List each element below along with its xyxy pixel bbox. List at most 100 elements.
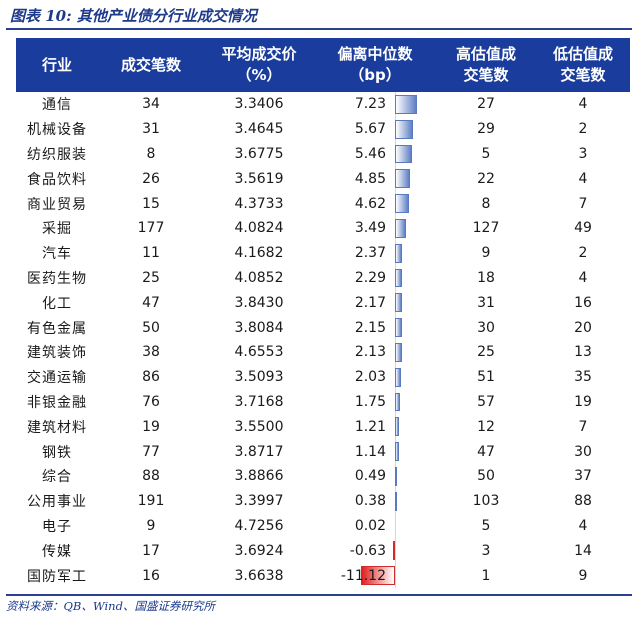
table-row: 国防军工 16 3.6638 -11.12 1 9 <box>16 563 630 588</box>
trades-cell: 191 <box>137 493 165 510</box>
deviation-bar <box>395 194 410 213</box>
zero-axis-line <box>395 513 396 539</box>
trades-cell: 76 <box>142 393 160 410</box>
deviation-cell: 5.67 <box>314 116 436 142</box>
low-valuation-cell: 7 <box>578 418 588 435</box>
low-valuation-cell: 19 <box>574 393 592 410</box>
deviation-bar <box>395 417 399 437</box>
table-row: 采掘 177 4.0824 3.49 127 49 <box>16 215 630 241</box>
deviation-bar <box>395 442 399 461</box>
high-valuation-cell: 12 <box>477 418 495 435</box>
deviation-value: 2.37 <box>354 245 386 262</box>
high-valuation-cell: 5 <box>481 145 491 162</box>
header-high-valuation: 高估值成 交笔数 <box>436 38 536 92</box>
high-valuation-cell: 1 <box>481 567 491 584</box>
trades-cell: 88 <box>142 468 160 485</box>
deviation-cell: 0.49 <box>314 463 436 489</box>
industry-cell: 汽车 <box>42 246 72 263</box>
deviation-bar <box>395 144 412 164</box>
deviation-bar <box>395 218 406 238</box>
high-valuation-cell: 51 <box>477 369 495 386</box>
avg-price-cell: 3.8084 <box>234 319 284 336</box>
table-row: 钢铁 77 3.8717 1.14 47 30 <box>16 439 630 464</box>
industry-cell: 通信 <box>42 97 72 114</box>
deviation-bar <box>393 541 396 561</box>
deviation-value: 5.46 <box>354 145 386 162</box>
avg-price-cell: 4.7256 <box>234 517 284 534</box>
avg-price-cell: 3.5619 <box>234 170 284 187</box>
deviation-value: 2.03 <box>354 369 386 386</box>
deviation-cell: 2.03 <box>314 364 436 390</box>
industry-cell: 有色金属 <box>27 320 87 337</box>
avg-price-cell: 4.0824 <box>234 220 284 237</box>
industry-cell: 商业贸易 <box>27 196 87 213</box>
deviation-cell: -0.63 <box>314 538 436 564</box>
deviation-bar <box>395 367 402 387</box>
deviation-cell: 3.49 <box>314 215 436 241</box>
table-row: 纺织服装 8 3.6775 5.46 5 3 <box>16 141 630 167</box>
high-valuation-cell: 31 <box>477 294 495 311</box>
low-valuation-cell: 3 <box>578 145 588 162</box>
deviation-cell: 4.85 <box>314 166 436 192</box>
deviation-value: -11.12 <box>340 567 386 584</box>
figure-title: 图表 10: 其他产业债分行业成交情况 <box>10 6 257 25</box>
high-valuation-cell: 29 <box>477 121 495 138</box>
high-valuation-cell: 30 <box>477 319 495 336</box>
trades-cell: 47 <box>142 294 160 311</box>
low-valuation-cell: 14 <box>574 542 592 559</box>
high-valuation-cell: 57 <box>477 393 495 410</box>
deviation-value: 1.21 <box>354 418 386 435</box>
deviation-cell: 1.21 <box>314 414 436 440</box>
trades-cell: 9 <box>146 517 156 534</box>
avg-price-cell: 3.7168 <box>234 393 284 410</box>
high-valuation-cell: 9 <box>481 245 491 262</box>
trades-cell: 15 <box>142 195 160 212</box>
zero-axis-line <box>395 538 396 564</box>
deviation-bar <box>395 95 418 114</box>
industry-cell: 传媒 <box>42 543 72 560</box>
industry-cell: 综合 <box>42 469 72 486</box>
bottom-rule <box>6 594 632 596</box>
table-row: 公用事业 191 3.3997 0.38 103 88 <box>16 488 630 514</box>
industry-cell: 建筑装饰 <box>27 345 87 362</box>
trades-cell: 31 <box>142 121 160 138</box>
high-valuation-cell: 22 <box>477 170 495 187</box>
industry-cell: 钢铁 <box>42 444 72 461</box>
deviation-value: 0.38 <box>354 493 386 510</box>
table-body: 通信 34 3.3406 7.23 27 4 机械设备 31 3.4645 5.67 29 2 纺织服装… <box>16 92 630 588</box>
industry-cell: 非银金融 <box>27 394 87 411</box>
trades-cell: 26 <box>142 170 160 187</box>
low-valuation-cell: 7 <box>578 195 588 212</box>
header-trades: 成交笔数 <box>98 38 204 92</box>
deviation-value: 1.14 <box>354 443 386 460</box>
avg-price-cell: 4.3733 <box>234 195 284 212</box>
deviation-bar <box>395 268 403 288</box>
table-header-row: 行业 成交笔数 平均成交价 （%） 偏离中位数 （bp） 高估值成 交笔数 低估值成交… <box>16 38 630 92</box>
deviation-value: 0.02 <box>354 517 386 534</box>
deviation-value: 0.49 <box>354 468 386 485</box>
trades-cell: 86 <box>142 369 160 386</box>
table-row: 机械设备 31 3.4645 5.67 29 2 <box>16 116 630 142</box>
deviation-cell: 7.23 <box>314 92 436 117</box>
deviation-value: 2.17 <box>354 294 386 311</box>
header-avg-price: 平均成交价 （%） <box>204 38 314 92</box>
trades-cell: 11 <box>142 245 160 262</box>
deviation-cell: 5.46 <box>314 141 436 167</box>
table-row: 电子 9 4.7256 0.02 5 4 <box>16 513 630 539</box>
industry-cell: 交通运输 <box>27 370 87 387</box>
avg-price-cell: 3.6775 <box>234 145 284 162</box>
avg-price-cell: 3.8430 <box>234 294 284 311</box>
deviation-value: 2.29 <box>354 269 386 286</box>
deviation-value: 5.67 <box>354 121 386 138</box>
high-valuation-cell: 25 <box>477 344 495 361</box>
avg-price-cell: 3.3406 <box>234 96 284 113</box>
deviation-cell: 1.75 <box>314 389 436 415</box>
low-valuation-cell: 49 <box>574 220 592 237</box>
high-valuation-cell: 103 <box>472 493 500 510</box>
low-valuation-cell: 37 <box>574 468 592 485</box>
low-valuation-cell: 4 <box>578 170 588 187</box>
industry-cell: 公用事业 <box>27 494 87 511</box>
trades-cell: 16 <box>142 567 160 584</box>
deviation-cell: 2.17 <box>314 290 436 316</box>
low-valuation-cell: 20 <box>574 319 592 336</box>
